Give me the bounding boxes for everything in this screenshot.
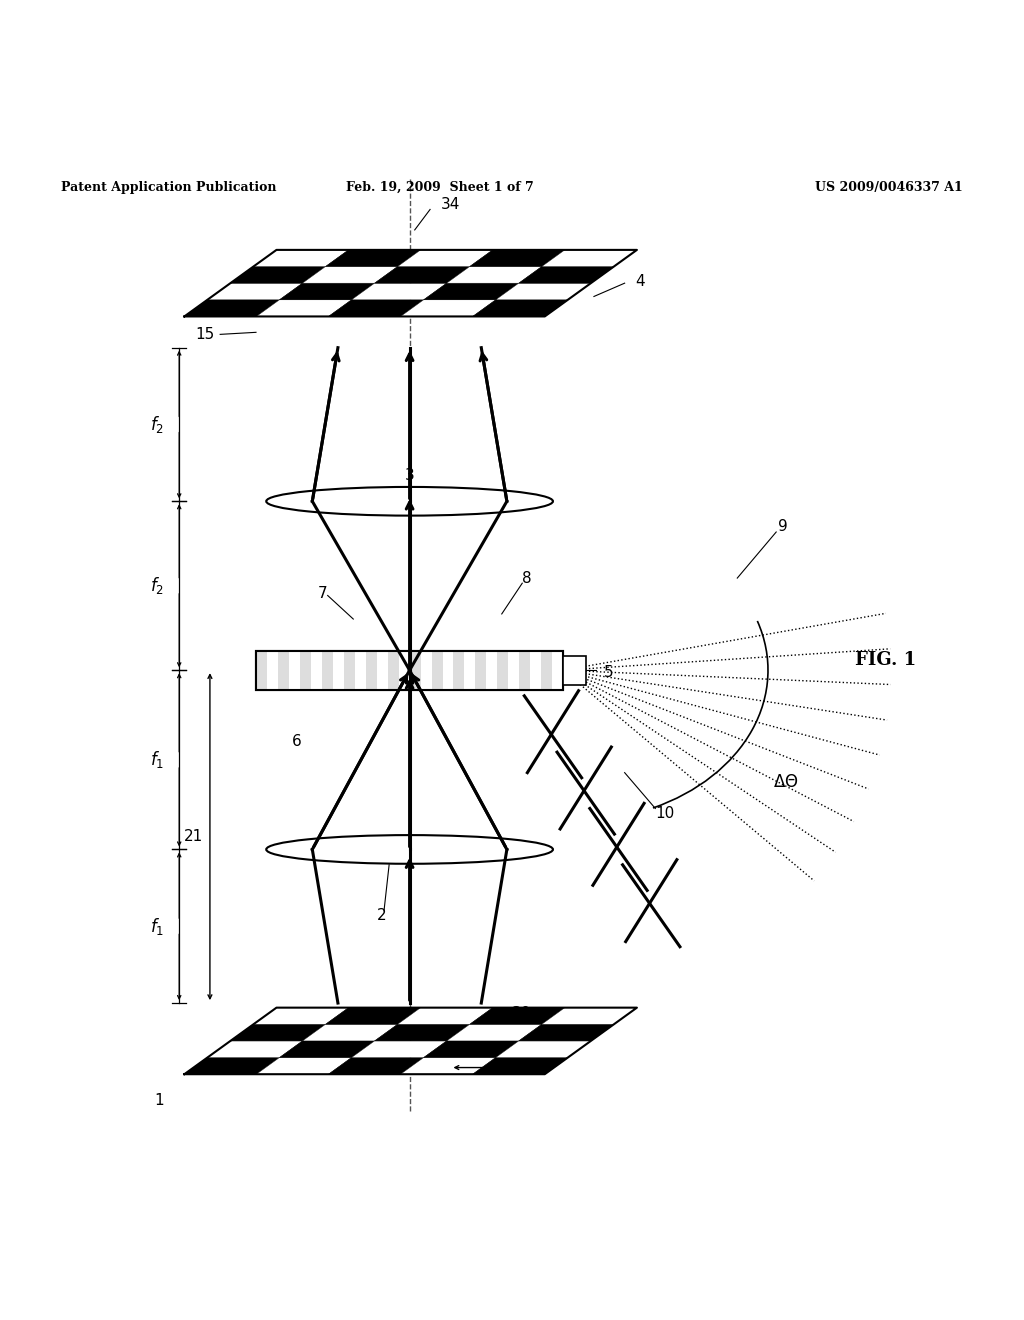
Text: Feb. 19, 2009  Sheet 1 of 7: Feb. 19, 2009 Sheet 1 of 7 — [346, 181, 535, 194]
Bar — [311, 651, 322, 689]
Polygon shape — [473, 300, 567, 317]
Text: $f_2$: $f_2$ — [150, 414, 164, 436]
Ellipse shape — [266, 487, 553, 516]
Text: 8: 8 — [522, 570, 531, 586]
Polygon shape — [519, 267, 614, 284]
Text: 21: 21 — [183, 829, 203, 845]
Ellipse shape — [266, 836, 553, 863]
Bar — [398, 651, 410, 689]
Bar — [486, 651, 498, 689]
Bar — [542, 651, 552, 689]
Text: 30: 30 — [512, 1006, 531, 1020]
Bar — [366, 651, 377, 689]
Polygon shape — [519, 1024, 614, 1041]
Polygon shape — [424, 1041, 519, 1057]
Polygon shape — [397, 249, 493, 267]
Bar — [388, 651, 398, 689]
Bar — [344, 651, 354, 689]
Text: $f_1$: $f_1$ — [150, 750, 164, 771]
Polygon shape — [207, 1041, 302, 1057]
Bar — [278, 651, 289, 689]
Polygon shape — [397, 1007, 493, 1024]
Bar — [354, 651, 366, 689]
Bar — [410, 651, 421, 689]
Bar — [256, 651, 563, 689]
Text: 6: 6 — [292, 734, 302, 750]
Bar — [431, 651, 442, 689]
Polygon shape — [280, 1041, 375, 1057]
Text: $\Delta\Theta$: $\Delta\Theta$ — [773, 775, 799, 792]
Polygon shape — [184, 300, 280, 317]
Polygon shape — [446, 1024, 542, 1041]
Polygon shape — [424, 284, 519, 300]
Bar — [256, 651, 267, 689]
Text: 5: 5 — [604, 665, 613, 680]
Polygon shape — [400, 300, 496, 317]
Text: Patent Application Publication: Patent Application Publication — [61, 181, 276, 194]
Bar — [454, 651, 465, 689]
Text: 3: 3 — [404, 469, 415, 483]
Polygon shape — [496, 1041, 591, 1057]
Text: 2: 2 — [377, 908, 386, 924]
Polygon shape — [302, 267, 397, 284]
Polygon shape — [256, 300, 351, 317]
Polygon shape — [230, 267, 326, 284]
Polygon shape — [375, 1024, 470, 1041]
Bar — [498, 651, 508, 689]
Bar — [421, 651, 431, 689]
Polygon shape — [400, 1057, 496, 1074]
Polygon shape — [329, 300, 424, 317]
Polygon shape — [542, 1007, 637, 1024]
Text: 9: 9 — [778, 519, 788, 535]
Bar — [508, 651, 519, 689]
Polygon shape — [446, 267, 542, 284]
Polygon shape — [329, 1057, 424, 1074]
Bar — [563, 656, 586, 685]
Bar — [377, 651, 388, 689]
Polygon shape — [256, 1057, 351, 1074]
Polygon shape — [375, 267, 470, 284]
Text: 10: 10 — [655, 807, 675, 821]
Polygon shape — [351, 284, 446, 300]
Text: 34: 34 — [440, 197, 460, 211]
Bar — [530, 651, 542, 689]
Polygon shape — [254, 1007, 348, 1024]
Polygon shape — [207, 284, 302, 300]
Polygon shape — [542, 249, 637, 267]
Polygon shape — [326, 249, 421, 267]
Bar — [465, 651, 475, 689]
Bar — [267, 651, 278, 689]
Bar — [442, 651, 454, 689]
Polygon shape — [470, 249, 565, 267]
Text: $\delta_1$: $\delta_1$ — [527, 1059, 545, 1077]
Polygon shape — [473, 1057, 567, 1074]
Polygon shape — [184, 1057, 280, 1074]
Polygon shape — [302, 1024, 397, 1041]
Bar — [256, 651, 563, 689]
Text: 7: 7 — [317, 586, 327, 601]
Bar — [322, 651, 333, 689]
Text: 4: 4 — [635, 273, 644, 289]
Text: $f_2$: $f_2$ — [150, 576, 164, 597]
Polygon shape — [351, 1041, 446, 1057]
Polygon shape — [496, 284, 591, 300]
Text: 1: 1 — [154, 1093, 164, 1107]
Polygon shape — [470, 1007, 565, 1024]
Text: FIG. 1: FIG. 1 — [855, 651, 916, 669]
Bar — [300, 651, 311, 689]
Polygon shape — [254, 249, 348, 267]
Bar — [552, 651, 563, 689]
Polygon shape — [280, 284, 375, 300]
Polygon shape — [230, 1024, 326, 1041]
Text: US 2009/0046337 A1: US 2009/0046337 A1 — [815, 181, 963, 194]
Bar — [289, 651, 300, 689]
Text: 15: 15 — [196, 327, 215, 342]
Text: $f_1$: $f_1$ — [150, 916, 164, 937]
Polygon shape — [326, 1007, 421, 1024]
Bar — [333, 651, 344, 689]
Bar — [475, 651, 486, 689]
Bar — [519, 651, 530, 689]
